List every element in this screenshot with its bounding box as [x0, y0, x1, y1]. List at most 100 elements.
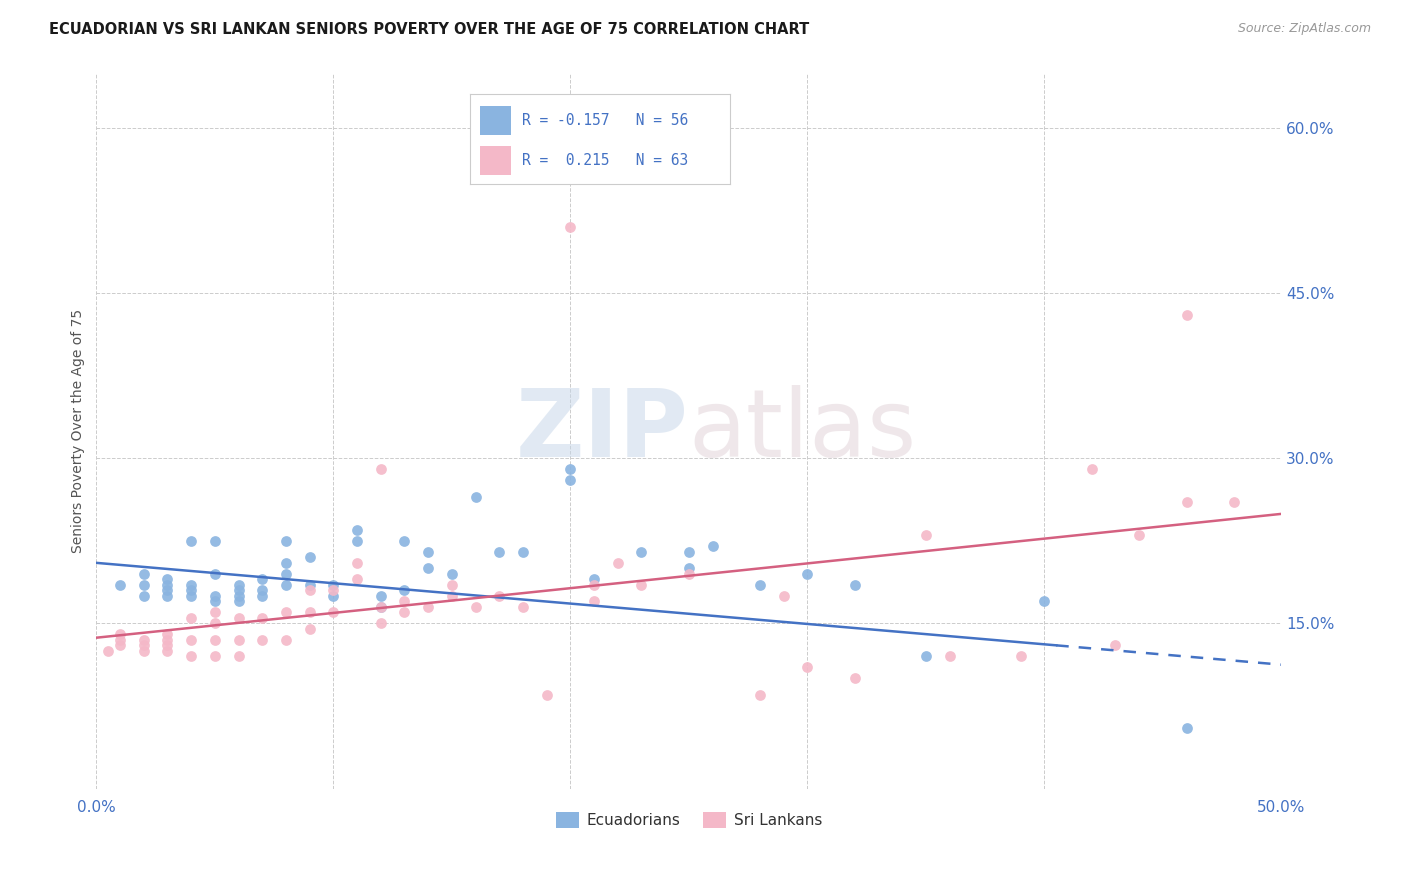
Point — [274, 578, 297, 592]
Point — [274, 632, 297, 647]
Point — [298, 622, 321, 636]
Point — [394, 606, 416, 620]
Point — [156, 578, 179, 592]
Point — [915, 528, 938, 542]
Point — [440, 589, 463, 603]
Point — [346, 556, 368, 570]
Point — [204, 616, 226, 631]
Point — [156, 573, 179, 587]
Point — [204, 533, 226, 548]
Legend: Ecuadorians, Sri Lankans: Ecuadorians, Sri Lankans — [550, 806, 828, 835]
Point — [252, 611, 274, 625]
Point — [204, 566, 226, 581]
Point — [346, 533, 368, 548]
Point — [322, 583, 344, 598]
Point — [488, 589, 510, 603]
Text: ECUADORIAN VS SRI LANKAN SENIORS POVERTY OVER THE AGE OF 75 CORRELATION CHART: ECUADORIAN VS SRI LANKAN SENIORS POVERTY… — [49, 22, 810, 37]
Point — [228, 611, 250, 625]
Point — [1128, 528, 1150, 542]
Point — [108, 632, 131, 647]
Point — [180, 611, 202, 625]
Point — [156, 583, 179, 598]
Point — [228, 583, 250, 598]
Point — [536, 688, 558, 702]
Point — [606, 556, 628, 570]
Point — [1175, 495, 1198, 509]
Point — [560, 473, 582, 487]
Point — [370, 599, 392, 614]
Point — [204, 606, 226, 620]
Point — [440, 578, 463, 592]
Point — [132, 639, 155, 653]
Point — [274, 606, 297, 620]
Point — [1223, 495, 1246, 509]
Point — [298, 550, 321, 565]
Point — [132, 644, 155, 658]
Point — [1010, 649, 1032, 664]
Point — [464, 599, 486, 614]
Point — [630, 545, 652, 559]
Text: Source: ZipAtlas.com: Source: ZipAtlas.com — [1237, 22, 1371, 36]
Point — [749, 688, 772, 702]
Point — [180, 583, 202, 598]
Point — [228, 589, 250, 603]
Point — [678, 566, 700, 581]
Point — [915, 649, 938, 664]
Point — [204, 589, 226, 603]
Point — [394, 594, 416, 608]
Point — [132, 589, 155, 603]
Point — [630, 578, 652, 592]
Point — [560, 462, 582, 476]
Point — [252, 583, 274, 598]
Point — [274, 556, 297, 570]
Point — [180, 632, 202, 647]
Point — [394, 583, 416, 598]
Point — [108, 578, 131, 592]
Point — [370, 589, 392, 603]
Point — [274, 566, 297, 581]
Point — [1175, 308, 1198, 322]
Point — [156, 627, 179, 641]
Point — [1104, 639, 1126, 653]
Point — [583, 578, 606, 592]
Point — [1175, 721, 1198, 735]
Point — [108, 627, 131, 641]
Point — [298, 606, 321, 620]
Point — [702, 539, 724, 553]
Point — [298, 583, 321, 598]
Point — [938, 649, 960, 664]
Point — [512, 545, 534, 559]
Point — [844, 578, 866, 592]
Point — [274, 533, 297, 548]
Point — [180, 578, 202, 592]
Point — [132, 578, 155, 592]
Text: atlas: atlas — [689, 384, 917, 476]
Point — [298, 578, 321, 592]
Y-axis label: Seniors Poverty Over the Age of 75: Seniors Poverty Over the Age of 75 — [72, 309, 86, 553]
Point — [204, 594, 226, 608]
Text: ZIP: ZIP — [516, 384, 689, 476]
Point — [228, 594, 250, 608]
Point — [844, 672, 866, 686]
Point — [322, 589, 344, 603]
Point — [228, 649, 250, 664]
Point — [97, 644, 120, 658]
Point — [346, 573, 368, 587]
Point — [394, 533, 416, 548]
Point — [156, 639, 179, 653]
Point — [228, 632, 250, 647]
Point — [322, 606, 344, 620]
Point — [488, 545, 510, 559]
Point — [583, 594, 606, 608]
Point — [749, 578, 772, 592]
Point — [370, 462, 392, 476]
Point — [583, 573, 606, 587]
Point — [370, 616, 392, 631]
Point — [108, 639, 131, 653]
Point — [1033, 594, 1056, 608]
Point — [440, 566, 463, 581]
Point — [464, 490, 486, 504]
Point — [512, 599, 534, 614]
Point — [772, 589, 794, 603]
Point — [204, 649, 226, 664]
